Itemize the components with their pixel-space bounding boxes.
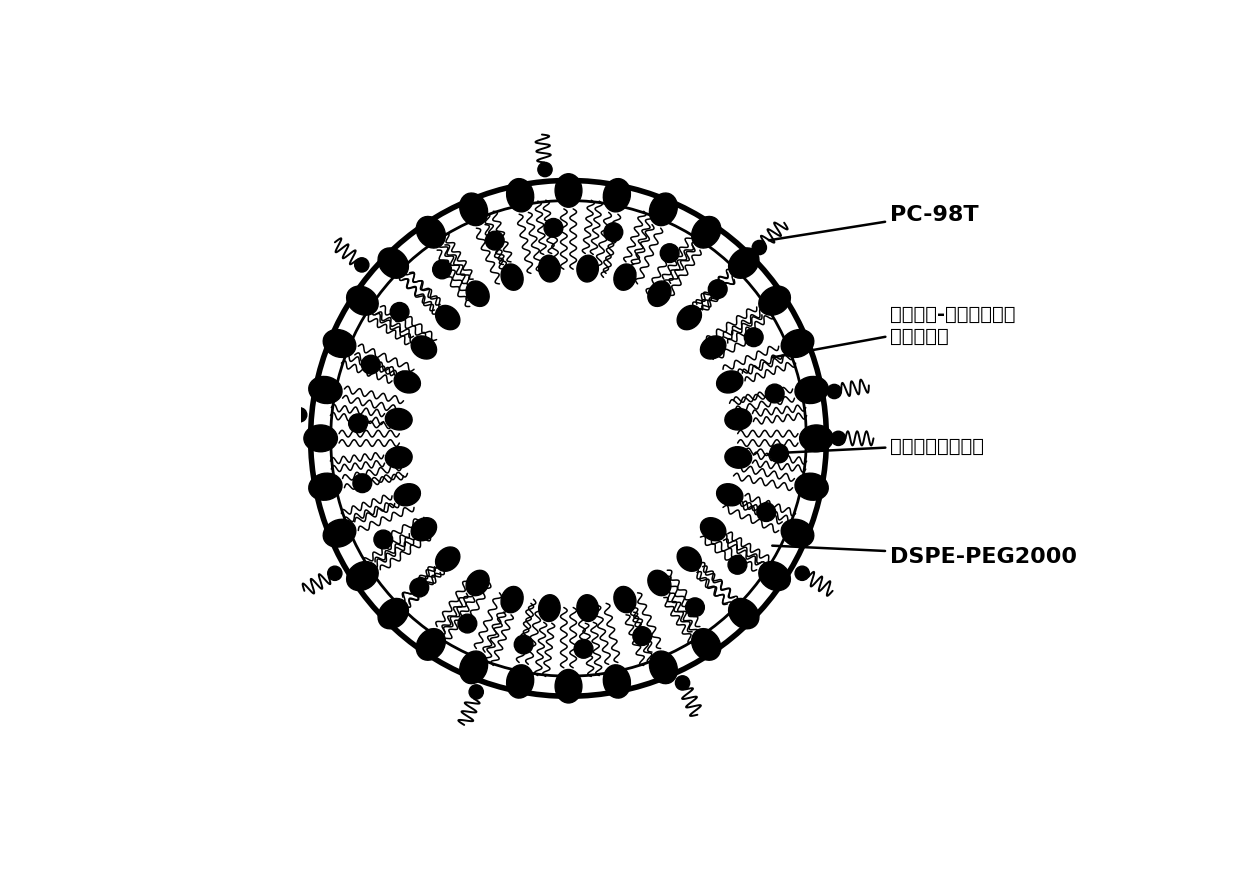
- Ellipse shape: [435, 547, 460, 572]
- Circle shape: [604, 223, 622, 242]
- Ellipse shape: [692, 629, 720, 660]
- Circle shape: [348, 415, 367, 433]
- Ellipse shape: [501, 587, 523, 613]
- Ellipse shape: [501, 265, 523, 291]
- Ellipse shape: [507, 179, 533, 213]
- Circle shape: [827, 385, 842, 399]
- Circle shape: [574, 640, 593, 659]
- Ellipse shape: [781, 330, 813, 358]
- Ellipse shape: [435, 306, 460, 330]
- Text: PC-98T: PC-98T: [769, 205, 978, 241]
- Ellipse shape: [759, 287, 790, 315]
- Circle shape: [765, 385, 784, 403]
- Ellipse shape: [759, 562, 790, 591]
- Circle shape: [676, 676, 689, 690]
- Ellipse shape: [309, 474, 342, 501]
- Ellipse shape: [717, 484, 743, 507]
- Circle shape: [485, 232, 505, 251]
- Circle shape: [831, 432, 846, 446]
- Ellipse shape: [466, 571, 489, 596]
- Ellipse shape: [417, 629, 445, 660]
- Ellipse shape: [701, 336, 725, 360]
- Ellipse shape: [412, 336, 436, 360]
- Text: 伊立替康-胆固醇琥珀酸
单脂离子对: 伊立替康-胆固醇琥珀酸 单脂离子对: [773, 305, 1016, 358]
- Ellipse shape: [304, 426, 337, 452]
- Ellipse shape: [556, 670, 582, 703]
- Ellipse shape: [556, 175, 582, 208]
- Ellipse shape: [781, 520, 813, 547]
- Ellipse shape: [701, 518, 725, 541]
- Ellipse shape: [460, 194, 487, 227]
- Ellipse shape: [795, 474, 828, 501]
- Ellipse shape: [604, 179, 630, 213]
- Ellipse shape: [460, 651, 487, 684]
- Ellipse shape: [650, 194, 677, 227]
- Circle shape: [361, 355, 381, 375]
- Circle shape: [753, 241, 766, 255]
- Ellipse shape: [378, 599, 408, 629]
- Circle shape: [686, 598, 704, 617]
- Circle shape: [770, 445, 789, 463]
- Ellipse shape: [717, 371, 743, 394]
- Ellipse shape: [614, 265, 636, 291]
- Circle shape: [756, 503, 775, 522]
- Ellipse shape: [347, 287, 378, 315]
- Ellipse shape: [577, 256, 599, 282]
- Ellipse shape: [347, 562, 378, 591]
- Circle shape: [728, 556, 746, 574]
- Ellipse shape: [412, 518, 436, 541]
- Ellipse shape: [729, 599, 759, 629]
- Circle shape: [515, 635, 533, 654]
- Ellipse shape: [677, 547, 702, 572]
- Circle shape: [538, 163, 552, 177]
- Ellipse shape: [386, 409, 412, 430]
- Circle shape: [391, 303, 409, 322]
- Text: 胆固醇琥珀酸单脂: 胆固醇琥珀酸单脂: [779, 436, 985, 455]
- Circle shape: [355, 258, 370, 273]
- Ellipse shape: [795, 377, 828, 404]
- Circle shape: [327, 567, 342, 580]
- Circle shape: [374, 530, 393, 549]
- Ellipse shape: [647, 571, 671, 596]
- Circle shape: [795, 567, 810, 580]
- Ellipse shape: [692, 217, 720, 249]
- Ellipse shape: [725, 409, 751, 430]
- Ellipse shape: [394, 371, 420, 394]
- Ellipse shape: [577, 595, 599, 621]
- Ellipse shape: [800, 426, 833, 452]
- Circle shape: [410, 579, 429, 597]
- Ellipse shape: [378, 249, 408, 279]
- Ellipse shape: [417, 217, 445, 249]
- Ellipse shape: [647, 282, 671, 307]
- Ellipse shape: [650, 651, 677, 684]
- Ellipse shape: [466, 282, 489, 307]
- Ellipse shape: [614, 587, 636, 613]
- Ellipse shape: [729, 249, 759, 279]
- Circle shape: [414, 284, 723, 594]
- Ellipse shape: [394, 484, 420, 507]
- Circle shape: [458, 614, 476, 634]
- Ellipse shape: [538, 595, 560, 621]
- Ellipse shape: [386, 448, 412, 468]
- Ellipse shape: [677, 306, 702, 330]
- Ellipse shape: [324, 330, 356, 358]
- Ellipse shape: [604, 665, 630, 699]
- Circle shape: [469, 685, 484, 700]
- Ellipse shape: [324, 520, 356, 547]
- Circle shape: [293, 408, 306, 422]
- Ellipse shape: [309, 377, 342, 404]
- Ellipse shape: [507, 665, 533, 699]
- Circle shape: [660, 244, 680, 263]
- Circle shape: [353, 474, 372, 493]
- Circle shape: [708, 281, 727, 299]
- Circle shape: [632, 627, 652, 646]
- Ellipse shape: [725, 448, 751, 468]
- Ellipse shape: [538, 256, 560, 282]
- Circle shape: [433, 261, 451, 280]
- Circle shape: [544, 219, 563, 238]
- Circle shape: [744, 328, 763, 348]
- Text: DSPE-PEG2000: DSPE-PEG2000: [773, 546, 1078, 566]
